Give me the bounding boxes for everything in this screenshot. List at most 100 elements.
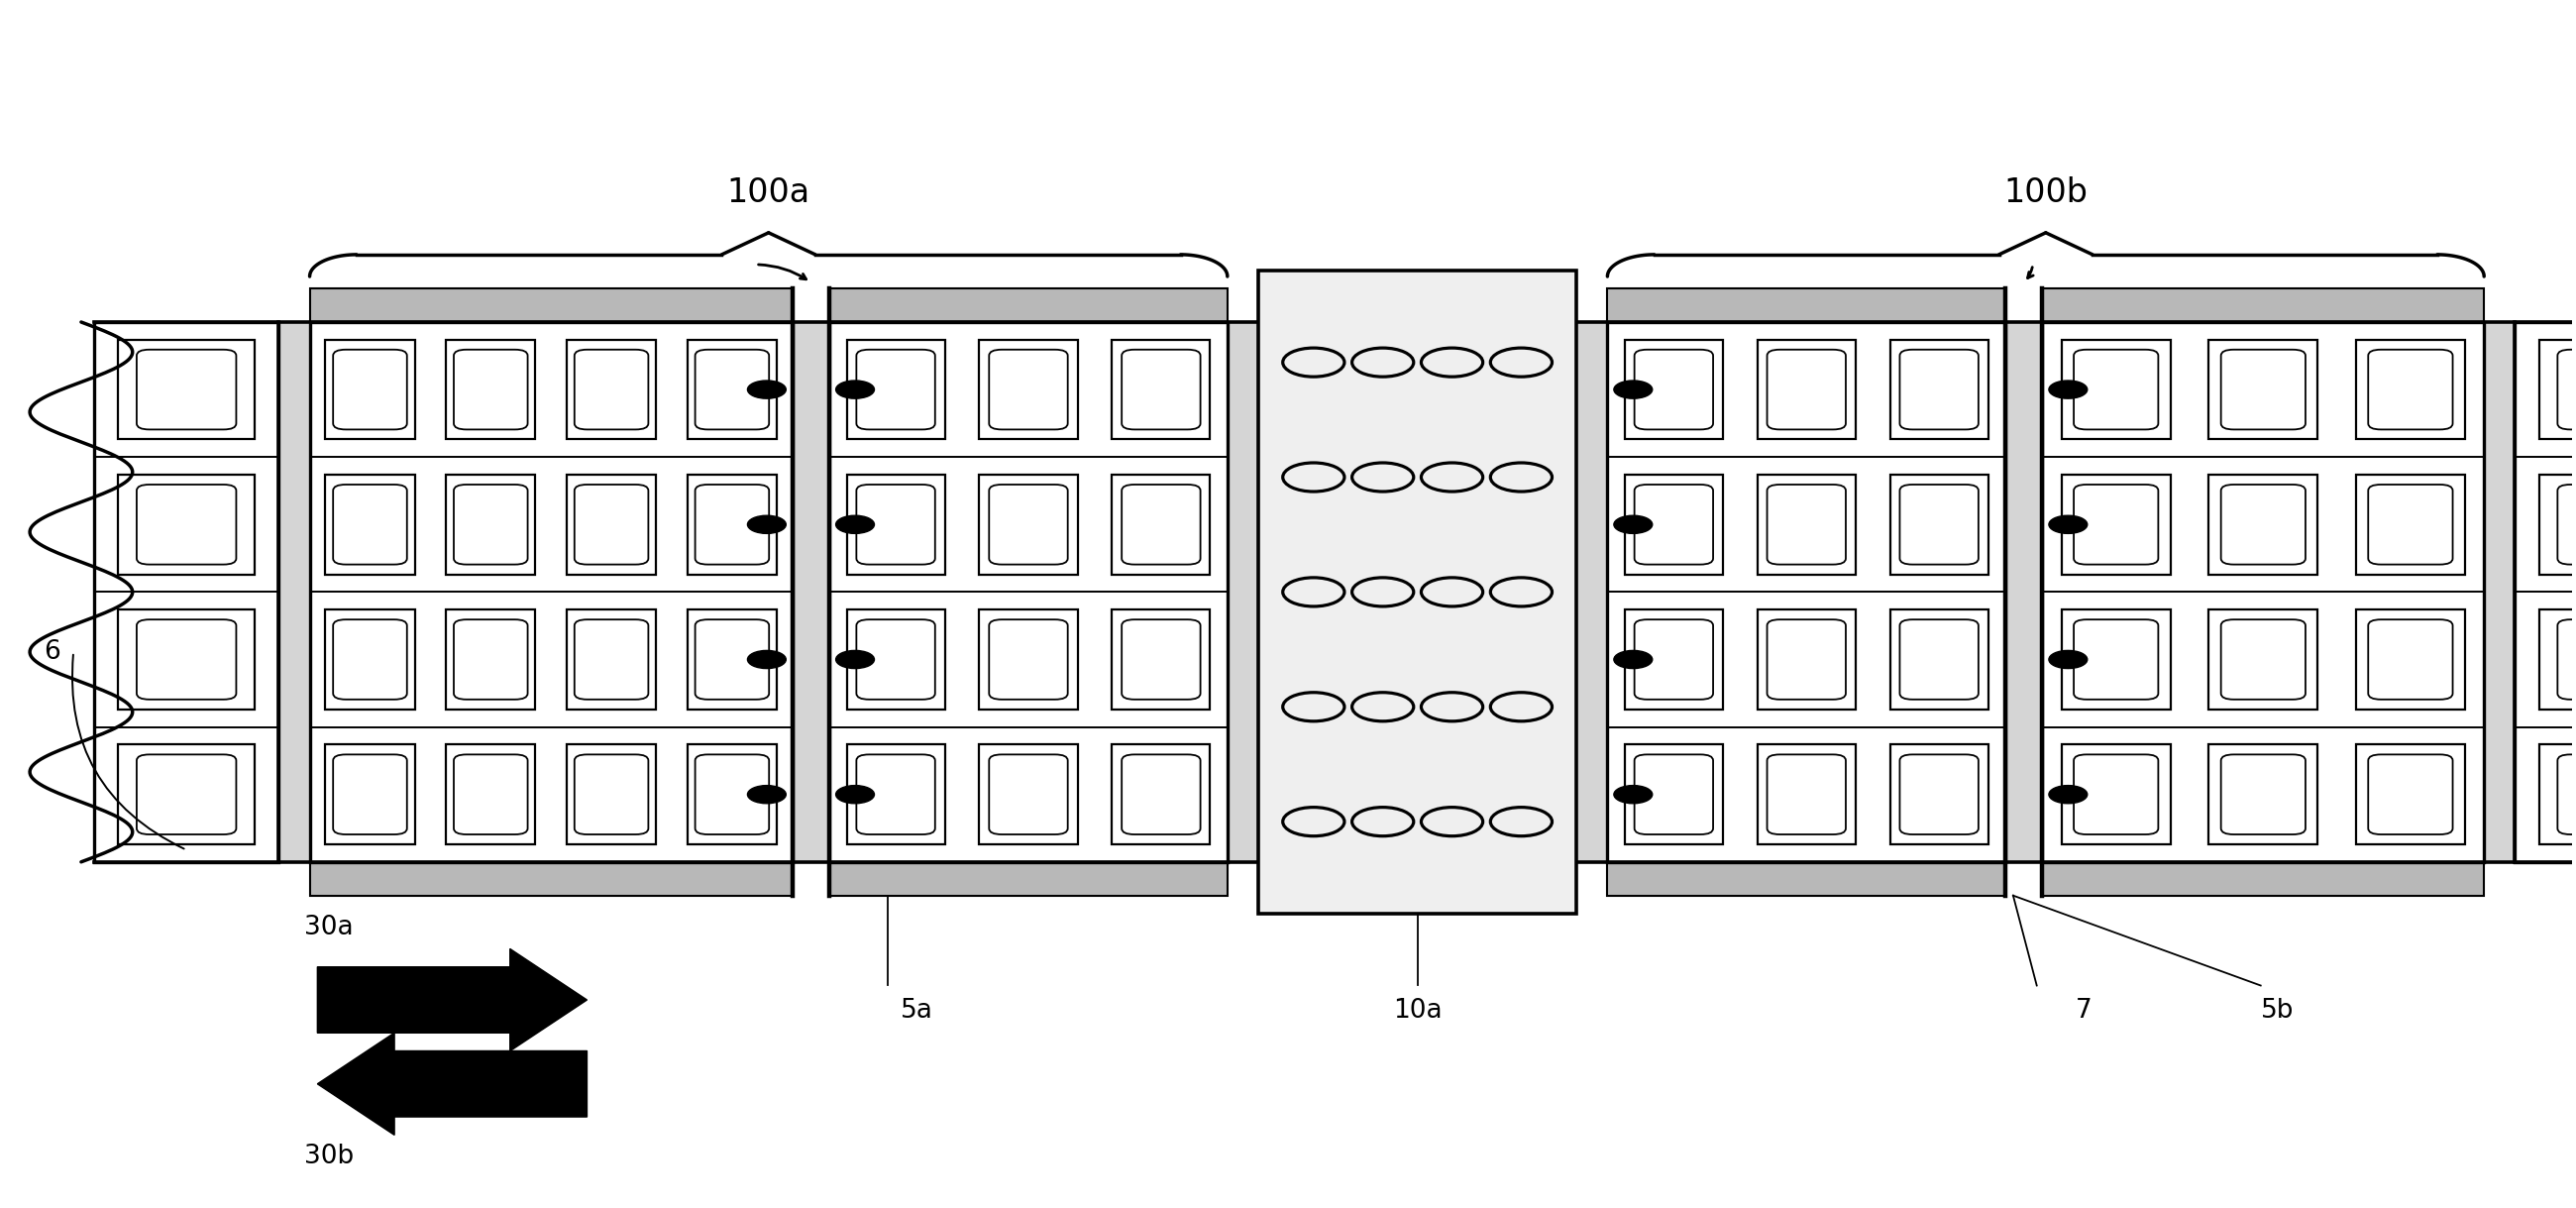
FancyBboxPatch shape [2221, 620, 2306, 699]
Circle shape [835, 785, 873, 803]
Circle shape [835, 381, 873, 399]
Bar [93, 323, 2576, 863]
FancyBboxPatch shape [696, 349, 770, 430]
FancyBboxPatch shape [696, 620, 770, 699]
FancyBboxPatch shape [1899, 620, 1978, 699]
FancyBboxPatch shape [2074, 484, 2159, 564]
Text: 5a: 5a [902, 998, 933, 1023]
FancyBboxPatch shape [2074, 755, 2159, 835]
Circle shape [835, 650, 873, 668]
Bar [2061, 339, 2172, 440]
Circle shape [2048, 381, 2087, 399]
Circle shape [747, 785, 786, 803]
Circle shape [1613, 785, 1651, 803]
Bar [2061, 475, 2172, 575]
Bar [2540, 610, 2576, 709]
Bar [1113, 475, 1211, 575]
FancyArrow shape [317, 948, 587, 1051]
Bar [325, 610, 415, 709]
FancyBboxPatch shape [855, 620, 935, 699]
Bar [325, 339, 415, 440]
FancyBboxPatch shape [332, 755, 407, 835]
FancyBboxPatch shape [989, 349, 1066, 430]
Bar [1757, 339, 1855, 440]
FancyBboxPatch shape [855, 484, 935, 564]
Bar [848, 610, 945, 709]
Bar [829, 323, 1226, 863]
Bar [979, 339, 1077, 440]
Bar [688, 339, 778, 440]
Bar [118, 744, 255, 844]
Bar [446, 339, 536, 440]
Bar [93, 323, 278, 863]
Bar [567, 339, 657, 440]
Text: 30b: 30b [304, 1143, 355, 1169]
Bar [979, 744, 1077, 844]
Bar [2357, 744, 2465, 844]
Circle shape [1613, 516, 1651, 534]
Bar [567, 475, 657, 575]
FancyBboxPatch shape [696, 484, 770, 564]
Bar [848, 744, 945, 844]
FancyBboxPatch shape [2074, 620, 2159, 699]
Bar [848, 475, 945, 575]
Bar [2208, 339, 2318, 440]
FancyBboxPatch shape [574, 349, 649, 430]
Bar [2357, 475, 2465, 575]
FancyBboxPatch shape [137, 349, 237, 430]
Bar [118, 339, 255, 440]
FancyBboxPatch shape [1121, 755, 1200, 835]
Bar [446, 744, 536, 844]
Circle shape [2048, 785, 2087, 803]
Bar [1891, 744, 1989, 844]
Circle shape [2048, 516, 2087, 534]
Bar [2208, 744, 2318, 844]
FancyBboxPatch shape [696, 755, 770, 835]
FancyBboxPatch shape [989, 620, 1066, 699]
Bar [446, 475, 536, 575]
Bar [567, 610, 657, 709]
Circle shape [835, 516, 873, 534]
Bar [2208, 610, 2318, 709]
Bar [325, 475, 415, 575]
FancyBboxPatch shape [1121, 349, 1200, 430]
Bar [1113, 610, 1211, 709]
Bar [979, 610, 1077, 709]
FancyBboxPatch shape [2221, 755, 2306, 835]
Bar [2061, 610, 2172, 709]
FancyBboxPatch shape [2074, 349, 2159, 430]
Bar [325, 744, 415, 844]
Bar [979, 475, 1077, 575]
Bar [1891, 339, 1989, 440]
FancyBboxPatch shape [1767, 620, 1847, 699]
Bar [2043, 323, 2483, 863]
Bar [2043, 289, 2483, 323]
FancyBboxPatch shape [1767, 349, 1847, 430]
Bar [1757, 744, 1855, 844]
FancyArrow shape [317, 1033, 587, 1136]
Bar [2514, 323, 2576, 863]
FancyBboxPatch shape [1633, 620, 1713, 699]
FancyBboxPatch shape [2558, 484, 2576, 564]
FancyBboxPatch shape [137, 755, 237, 835]
Text: 30a: 30a [304, 914, 353, 941]
Bar [1607, 289, 2007, 323]
Bar [118, 610, 255, 709]
Bar [567, 744, 657, 844]
FancyBboxPatch shape [332, 484, 407, 564]
Text: 10a: 10a [1394, 998, 1443, 1023]
Bar [1891, 475, 1989, 575]
FancyBboxPatch shape [855, 755, 935, 835]
Text: 7: 7 [2076, 998, 2092, 1023]
FancyBboxPatch shape [2558, 755, 2576, 835]
Circle shape [747, 381, 786, 399]
Bar [118, 475, 255, 575]
FancyBboxPatch shape [1121, 620, 1200, 699]
Bar [1625, 475, 1723, 575]
Bar [688, 475, 778, 575]
FancyBboxPatch shape [2221, 349, 2306, 430]
Circle shape [747, 516, 786, 534]
Circle shape [1613, 650, 1651, 668]
Circle shape [1613, 381, 1651, 399]
Bar [2061, 744, 2172, 844]
